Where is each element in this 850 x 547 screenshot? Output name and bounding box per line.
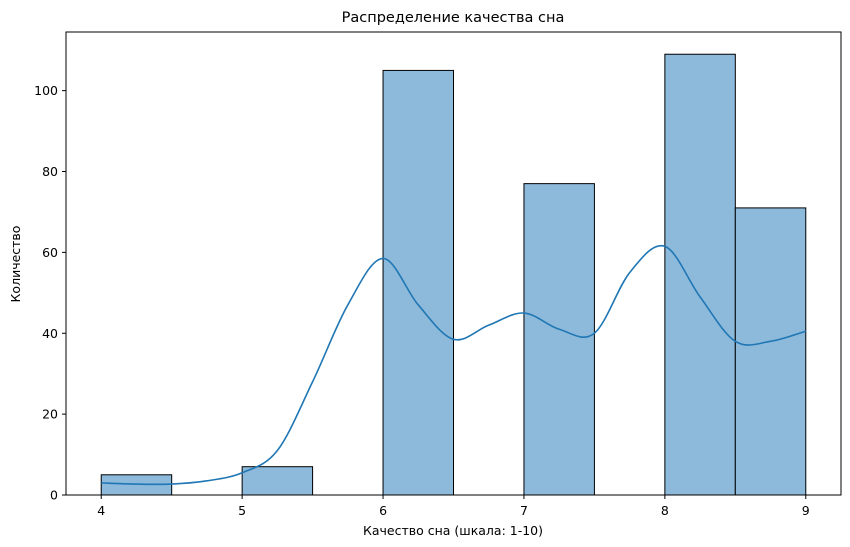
x-tick-label: 6 [379, 503, 387, 518]
plot-frame [65, 31, 842, 496]
histogram-bar-8 [664, 53, 736, 496]
histogram-bar-4 [382, 69, 454, 496]
y-tick-label: 100 [34, 83, 58, 98]
y-tick-label: 40 [42, 326, 58, 341]
y-axis: 0 20 40 60 80 100 [34, 83, 66, 503]
y-tick-label: 80 [42, 164, 58, 179]
x-tick-label: 5 [238, 503, 246, 518]
kde-curve [101, 244, 806, 486]
x-axis-label: Качество сна (шкала: 1-10) [363, 523, 543, 538]
histogram-bar-6 [523, 183, 595, 496]
y-tick-label: 60 [42, 245, 58, 260]
x-axis: 4 5 6 7 8 9 [97, 495, 810, 518]
x-tick-label: 8 [661, 503, 669, 518]
histogram-bar-9 [734, 207, 807, 496]
x-tick-label: 9 [802, 503, 810, 518]
x-tick-label: 4 [97, 503, 105, 518]
chart-title: Распределение качества сна [342, 10, 565, 26]
y-tick-label: 0 [50, 488, 58, 503]
y-axis-label: Количество [8, 226, 23, 303]
histogram-bars [100, 53, 807, 496]
histogram-bar-2 [241, 466, 314, 496]
y-tick-label: 20 [42, 407, 58, 422]
x-tick-label: 7 [520, 503, 528, 518]
